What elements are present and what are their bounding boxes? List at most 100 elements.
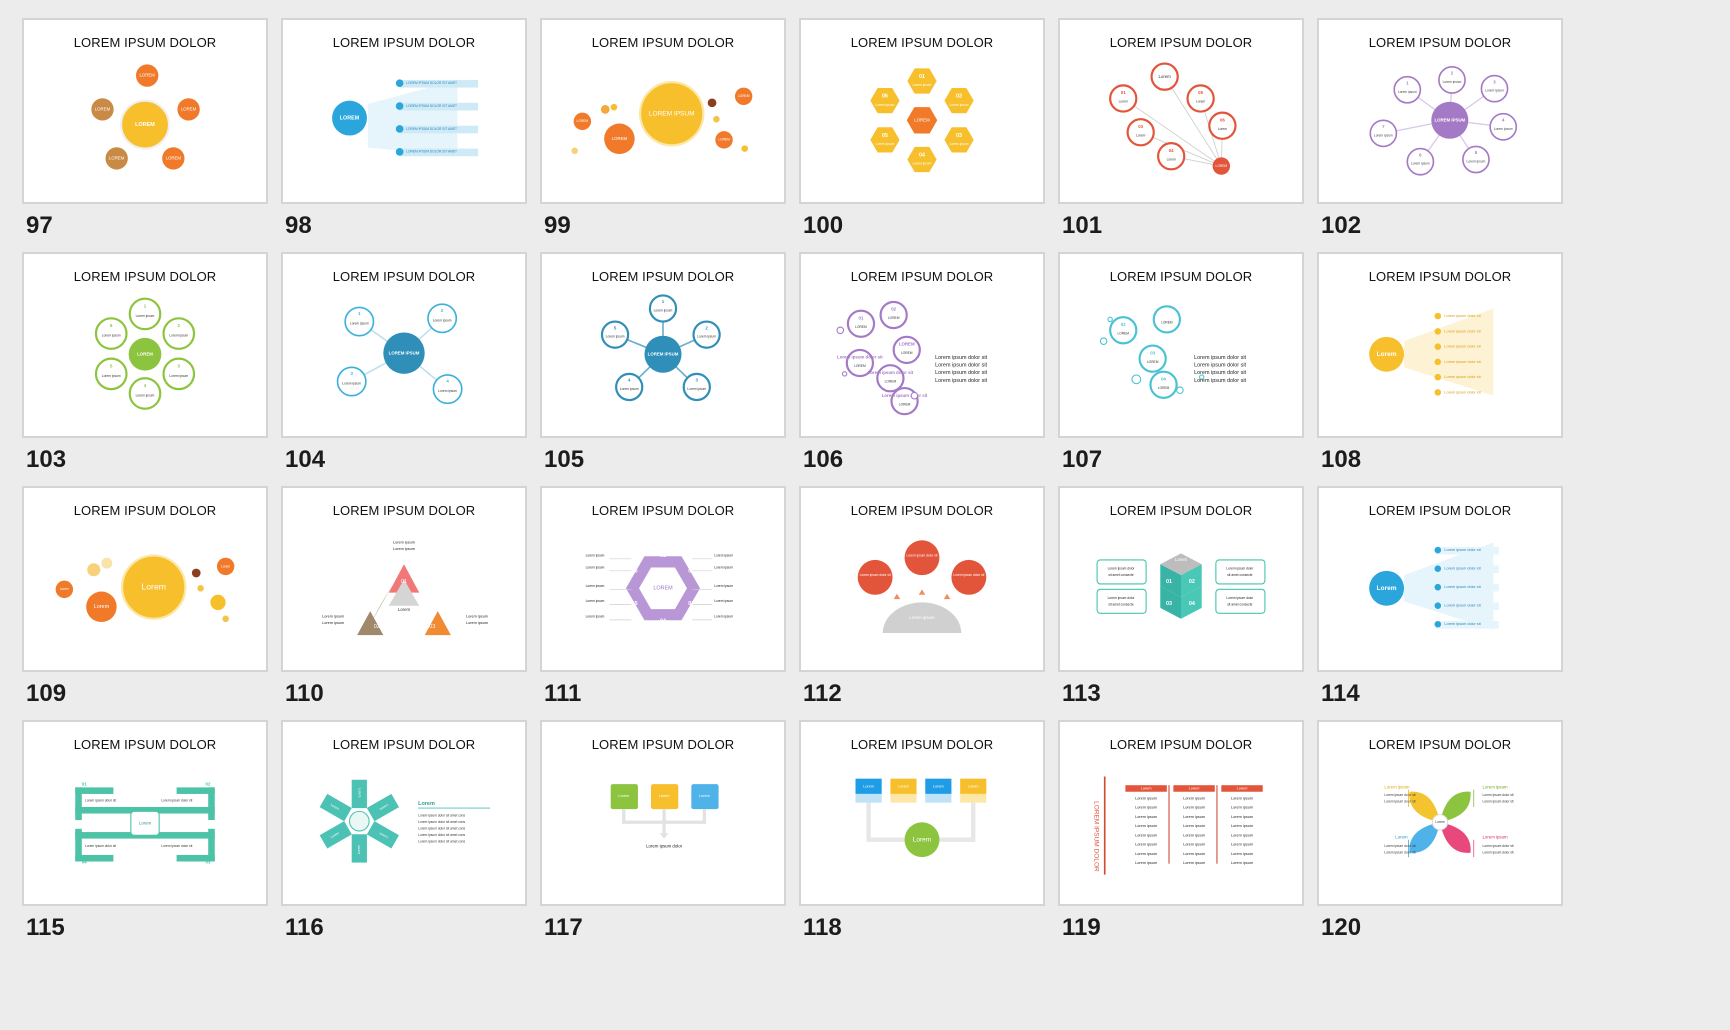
label-text: 05 (882, 133, 888, 139)
slide-number: 112 (803, 680, 842, 707)
slide-preview[interactable]: LOREM IPSUM DOLOR Lorem ipsum Lorem ipsum … (799, 486, 1045, 672)
label-text: 04 (1189, 601, 1195, 607)
label-text: 5 (1475, 150, 1478, 155)
slide-preview[interactable]: LOREM IPSUM DOLOR Lorem Lorem Lorem Lorem Lor… (799, 720, 1045, 906)
circle (573, 112, 592, 131)
slide-thumbnail-120[interactable]: LOREM IPSUM DOLOR Lorem Lorem ipsum Lorem i… (1317, 720, 1563, 950)
label-text: Lorem ipsum dolor sit (868, 370, 914, 375)
slide-preview[interactable]: LOREM IPSUM DOLOR Lorem Lorem ipsum dolor … (1317, 486, 1563, 672)
slide-thumbnail-97[interactable]: LOREM IPSUM DOLOR LOREM LOREM LOREM LOREM LOR… (22, 18, 268, 248)
petal-group: Lorem (319, 821, 352, 849)
slide-thumbnail-98[interactable]: LOREM IPSUM DOLOR LOREM LOREM IPSUM DOLOR … (281, 18, 527, 248)
slide-preview[interactable]: LOREM IPSUM DOLOR Lorem Lorem ipsum dolor … (1317, 252, 1563, 438)
hexagon-inner (639, 567, 687, 610)
slide-thumbnail-114[interactable]: LOREM IPSUM DOLOR Lorem Lorem ipsum dolor … (1317, 486, 1563, 716)
label-text: Lorem ipsum (1183, 843, 1205, 847)
slide-number: 107 (1062, 446, 1103, 473)
slide-preview[interactable]: LOREM IPSUM DOLOR LOREM IPSUM 1 Lorem ipsum… (540, 252, 786, 438)
slide-preview[interactable]: LOREM IPSUM DOLOR 1 Lorem ipsum 2 Lorem ipsu… (22, 252, 268, 438)
node-circle (1406, 147, 1435, 176)
slide-preview[interactable]: LOREM IPSUM DOLOR LOREM LOREM IPSUM DOLOR … (281, 18, 527, 204)
slide-thumbnail-101[interactable]: LOREM IPSUM DOLOR 01 Lorem Lorem 05 Lorem 03 Lo… (1058, 18, 1304, 248)
label-text: Lorem (618, 794, 629, 798)
slide-preview[interactable]: LOREM IPSUM DOLOR LOREM LOREM LOREM LOREM LOR… (22, 18, 268, 204)
label-text: Lorem ipsum (1183, 824, 1205, 828)
label-text: Lorem ipsum (1483, 835, 1508, 840)
label-text: 5 (614, 325, 617, 330)
slide-diagram: Lorem ipsum Lorem ipsum dolor sit Lorem ip… (857, 540, 987, 633)
slide-preview[interactable]: LOREM IPSUM DOLOR LOREM 01 Lorem ipsum 02 Lor… (799, 18, 1045, 204)
triangle-segment-03 (424, 611, 451, 636)
label-text: 1 (144, 303, 147, 308)
label-text: Lorem ipsum dolor (646, 843, 683, 848)
slide-thumbnail-111[interactable]: LOREM IPSUM DOLOR 01 02 03 04 05 06 LOREM Lorem … (540, 486, 786, 716)
label-text: Lorem ipsum dolor sit (1384, 851, 1415, 855)
slide-preview[interactable]: LOREM IPSUM DOLOR LOREM IPSUM DOLOR Lorem L… (1058, 720, 1304, 906)
petal (1440, 822, 1471, 853)
slide-thumbnail-103[interactable]: LOREM IPSUM DOLOR 1 Lorem ipsum 2 Lorem ipsu… (22, 252, 268, 482)
slide-diagram: 1 Lorem ipsum 2 Lorem ipsum 3 Lorem ipsum 4 Lor… (94, 297, 196, 410)
slide-preview[interactable]: LOREM IPSUM DOLOR Lorem Lorem Lorem Lorem Lor… (281, 720, 527, 906)
label-text: Lorem ipsum (1231, 815, 1253, 819)
slide-preview[interactable]: LOREM IPSUM DOLOR Lorem 01 02 03 04 Lorem ipsu… (1058, 486, 1304, 672)
slide-thumbnail-118[interactable]: LOREM IPSUM DOLOR Lorem Lorem Lorem Lorem Lor… (799, 720, 1045, 950)
node-circle (1393, 75, 1422, 104)
slide-thumbnail-104[interactable]: LOREM IPSUM DOLOR LOREM IPSUM 1 Lorem ipsum… (281, 252, 527, 482)
slide-diagram: LOREM 01 Lorem ipsum 02 Lorem ipsum 03 Lorem i… (869, 67, 975, 174)
slide-number: 118 (803, 914, 842, 941)
label-text: Lorem ipsum dolor sit (935, 378, 987, 384)
label-text: LOREM IPSUM DOLOR SIT AMET (406, 150, 457, 154)
label-text: Lorem ipsum dolor (1226, 596, 1254, 600)
slide-thumbnail-105[interactable]: LOREM IPSUM DOLOR LOREM IPSUM 1 Lorem ipsum… (540, 252, 786, 482)
slide-preview[interactable]: LOREM IPSUM DOLOR LOREM IPSUM 1 Lorem ipsum… (281, 252, 527, 438)
label-text: 01 (660, 553, 666, 559)
slide-thumbnail-115[interactable]: LOREM IPSUM DOLOR Lorem 01 02 03 04 Lorem ipsu… (22, 720, 268, 950)
slide-thumbnail-119[interactable]: LOREM IPSUM DOLOR LOREM IPSUM DOLOR Lorem L… (1058, 720, 1304, 950)
slide-preview[interactable]: LOREM IPSUM DOLOR 01 LOREM 02 LOREM LOREM LORE… (799, 252, 1045, 438)
item-bar (399, 125, 479, 134)
slide-thumbnail-112[interactable]: LOREM IPSUM DOLOR Lorem ipsum Lorem ipsum … (799, 486, 1045, 716)
slide-thumbnail-106[interactable]: LOREM IPSUM DOLOR 01 LOREM 02 LOREM LOREM LORE… (799, 252, 1045, 482)
triangle-segment-02 (357, 611, 384, 636)
label-text: 2 (1451, 71, 1454, 76)
slide-thumbnail-116[interactable]: LOREM IPSUM DOLOR Lorem Lorem Lorem Lorem Lor… (281, 720, 527, 950)
node-circle (427, 303, 458, 334)
hexagon (906, 145, 938, 174)
slide-title: LOREM IPSUM DOLOR (591, 737, 735, 752)
dot (222, 615, 229, 623)
text-box (1096, 559, 1147, 585)
slide-title: LOREM IPSUM DOLOR (73, 737, 217, 752)
slide-thumbnail-109[interactable]: LOREM IPSUM DOLOR Lorem Lorem Lorem Lorem 109 (22, 486, 268, 716)
label-text: LOREM (718, 138, 730, 142)
sticker-circle (103, 145, 130, 172)
slide-diagram: Lorem 01 02 03 04 Lorem ipsum dolor sit Lorem … (75, 781, 215, 865)
label-text: Lorem ipsum (606, 335, 625, 339)
slide-thumbnail-102[interactable]: LOREM IPSUM DOLOR LOREM IPSUM 1 Lorem ipsum… (1317, 18, 1563, 248)
slide-thumbnail-107[interactable]: LOREM IPSUM DOLOR 02 LOREM LOREM 03 LOREM 04 LO… (1058, 252, 1304, 482)
slide-preview[interactable]: LOREM IPSUM DOLOR Lorem Lorem Lorem Lorem ip… (540, 720, 786, 906)
slide-preview[interactable]: LOREM IPSUM DOLOR Lorem 01 02 03 04 Lorem ipsu… (22, 720, 268, 906)
slide-preview[interactable]: LOREM IPSUM DOLOR LOREM IPSUM 1 Lorem ipsum… (1317, 18, 1563, 204)
slide-thumbnail-117[interactable]: LOREM IPSUM DOLOR Lorem Lorem Lorem Lorem ip… (540, 720, 786, 950)
slide-preview[interactable]: LOREM IPSUM DOLOR Lorem Lorem ipsum Lorem i… (1317, 720, 1563, 906)
label-text: Lorem ipsum (1374, 133, 1393, 137)
slide-preview[interactable]: LOREM IPSUM DOLOR LOREM IPSUM LOREM LOREM LO… (540, 18, 786, 204)
slide-preview[interactable]: LOREM IPSUM DOLOR 02 LOREM LOREM 03 LOREM 04 LO… (1058, 252, 1304, 438)
item-bullet (1434, 358, 1442, 366)
slide-preview[interactable]: LOREM IPSUM DOLOR Lorem Lorem Lorem Lorem (22, 486, 268, 672)
card-shade (960, 793, 987, 803)
slide-thumbnail-100[interactable]: LOREM IPSUM DOLOR LOREM 01 Lorem ipsum 02 Lor… (799, 18, 1045, 248)
flow-arrow (936, 802, 976, 842)
node-circle (1152, 305, 1182, 334)
slide-preview[interactable]: LOREM IPSUM DOLOR 01 Lorem Lorem 05 Lorem 03 Lo… (1058, 18, 1304, 204)
slide-thumbnail-113[interactable]: LOREM IPSUM DOLOR Lorem 01 02 03 04 Lorem ipsu… (1058, 486, 1304, 716)
slide-preview[interactable]: LOREM IPSUM DOLOR 01 02 03 04 05 06 LOREM Lorem … (540, 486, 786, 672)
slide-thumbnail-110[interactable]: LOREM IPSUM DOLOR 01 02 03 Lorem Lorem ipsum L… (281, 486, 527, 716)
slide-thumbnail-99[interactable]: LOREM IPSUM DOLOR LOREM IPSUM LOREM LOREM LO… (540, 18, 786, 248)
label-text: Lorem ipsum (1231, 861, 1253, 865)
label-text: Lorem ipsum dolor sit (1444, 360, 1481, 364)
connector-line (1122, 98, 1222, 167)
slide-thumbnail-108[interactable]: LOREM IPSUM DOLOR Lorem Lorem ipsum dolor … (1317, 252, 1563, 482)
slide-preview[interactable]: LOREM IPSUM DOLOR 01 02 03 Lorem Lorem ipsum L… (281, 486, 527, 672)
label-text: Lorem ipsum dolor (1108, 596, 1136, 600)
